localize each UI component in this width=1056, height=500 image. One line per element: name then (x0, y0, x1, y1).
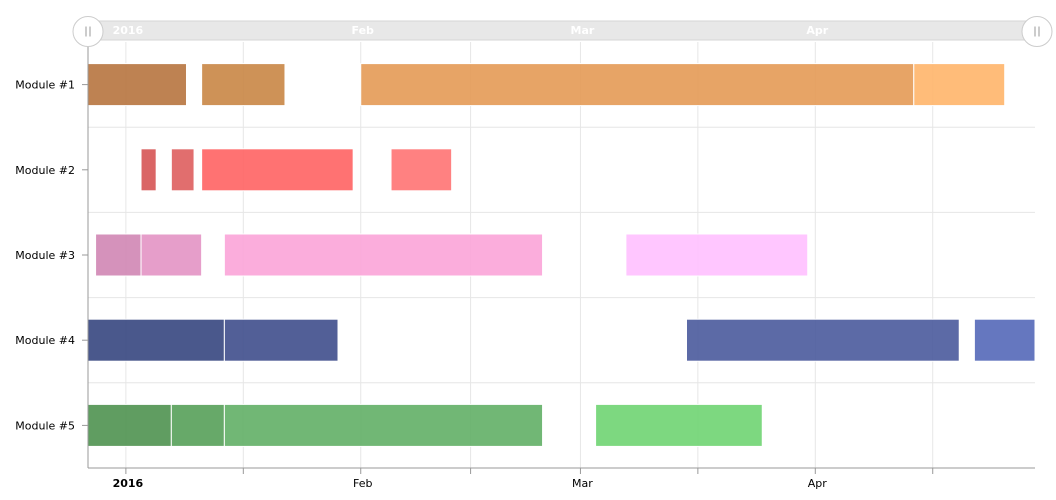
scrollbar-label: Feb (352, 24, 375, 37)
scrollbar-left-handle[interactable] (72, 16, 104, 47)
scrollbar-label: Mar (571, 24, 595, 37)
gantt-bar[interactable] (87, 403, 172, 447)
scrollbar-label: Apr (806, 24, 828, 37)
gantt-bar[interactable] (223, 318, 339, 362)
x-tick-label: Mar (572, 477, 593, 490)
bars-layer (87, 63, 1036, 447)
gantt-bar[interactable] (913, 63, 1006, 107)
gantt-bar[interactable] (973, 318, 1036, 362)
gantt-bar[interactable] (201, 148, 354, 192)
x-tick-label: Feb (353, 477, 372, 490)
category-label: Module #3 (15, 249, 75, 262)
scrollbar-label: 2016 (113, 24, 144, 37)
category-label: Module #4 (15, 334, 75, 347)
gantt-bar[interactable] (223, 233, 544, 277)
gantt-bar[interactable] (390, 148, 453, 192)
gantt-bar[interactable] (223, 403, 544, 447)
x-tick-label: 2016 (113, 477, 144, 490)
gantt-bar[interactable] (170, 148, 195, 192)
gantt-bar[interactable] (360, 63, 915, 107)
gantt-bar[interactable] (140, 148, 157, 192)
scrollbar-labels: 2016 Feb Mar Apr (113, 24, 829, 37)
gantt-bar[interactable] (170, 403, 225, 447)
gantt-bar[interactable] (87, 318, 225, 362)
gantt-bar[interactable] (201, 63, 286, 107)
scrollbar[interactable]: 2016 Feb Mar Apr (72, 16, 1053, 47)
category-labels: Module #1 Module #2 Module #3 Module #4 Modu… (15, 79, 88, 432)
x-tick-label: Apr (808, 477, 828, 490)
gantt-bar[interactable] (686, 318, 960, 362)
gantt-bar[interactable] (140, 233, 203, 277)
scrollbar-track[interactable] (87, 20, 1037, 41)
category-label: Module #2 (15, 164, 75, 177)
handle-knob[interactable] (1021, 16, 1053, 47)
gantt-bar[interactable] (625, 233, 809, 277)
gantt-bar[interactable] (87, 63, 187, 107)
gantt-bar[interactable] (595, 403, 763, 447)
gantt-bar[interactable] (95, 233, 142, 277)
scrollbar-right-handle[interactable] (1021, 16, 1053, 47)
category-label: Module #1 (15, 79, 75, 92)
handle-knob[interactable] (72, 16, 104, 47)
category-label: Module #5 (15, 419, 75, 432)
